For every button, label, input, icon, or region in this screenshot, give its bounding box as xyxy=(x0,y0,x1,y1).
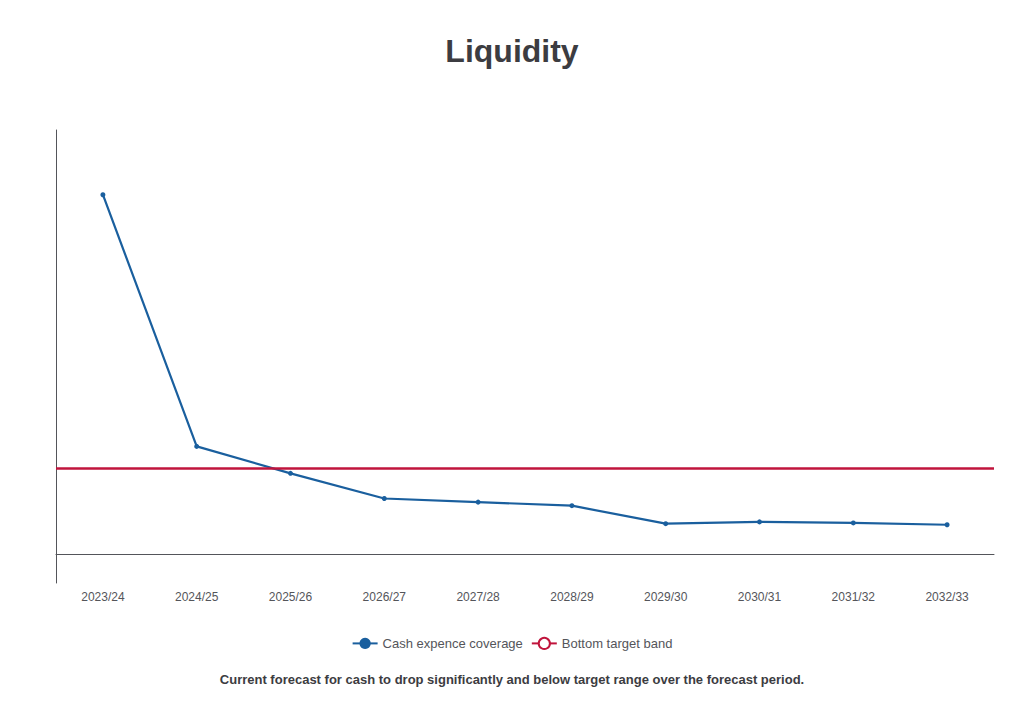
svg-text:2026/27: 2026/27 xyxy=(363,590,407,604)
svg-text:Current forecast for cash to d: Current forecast for cash to drop signif… xyxy=(220,672,804,687)
svg-text:Liquidity: Liquidity xyxy=(445,33,579,69)
svg-text:2029/30: 2029/30 xyxy=(644,590,688,604)
svg-text:2028/29: 2028/29 xyxy=(550,590,594,604)
svg-text:2030/31: 2030/31 xyxy=(738,590,782,604)
svg-text:2024/25: 2024/25 xyxy=(175,590,219,604)
svg-text:2023/24: 2023/24 xyxy=(81,590,125,604)
svg-text:2027/28: 2027/28 xyxy=(456,590,500,604)
svg-text:2031/32: 2031/32 xyxy=(832,590,876,604)
svg-text:2025/26: 2025/26 xyxy=(269,590,313,604)
svg-text:Cash expence coverage: Cash expence coverage xyxy=(383,636,523,651)
svg-text:Bottom target band: Bottom target band xyxy=(562,636,673,651)
svg-text:2032/33: 2032/33 xyxy=(925,590,969,604)
